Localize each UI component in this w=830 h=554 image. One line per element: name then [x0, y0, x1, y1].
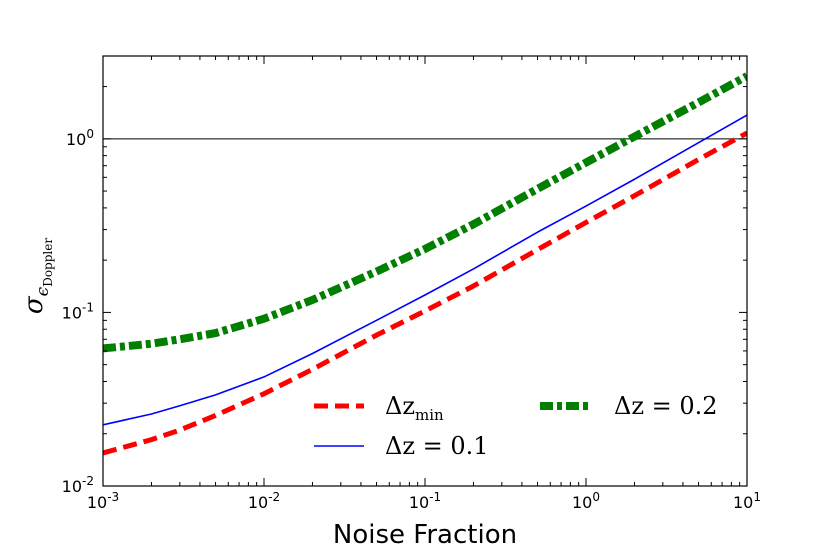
y-tick-label: 10-2 — [62, 474, 94, 496]
legend-label-main: Δz = 0.1 — [385, 432, 489, 460]
x-tick-base: 10 — [572, 493, 592, 512]
y-tick-label: 10-1 — [62, 300, 94, 322]
series-line-2 — [103, 72, 747, 353]
x-tick-base: 10 — [409, 493, 429, 512]
x-tick-base: 10 — [248, 493, 268, 512]
legend-label-main: Δz = 0.2 — [614, 392, 718, 420]
x-tick-label: 101 — [733, 490, 761, 512]
legend-label-sub: min — [415, 406, 444, 424]
legend-label-0: Δzmin — [385, 392, 444, 424]
y-tick-label: 100 — [66, 127, 94, 149]
y-axis-title: σϵDoppler — [19, 238, 55, 314]
legend-label-1: Δz = 0.1 — [385, 432, 489, 460]
plot-layer — [103, 72, 747, 456]
x-tick-exp: -2 — [268, 490, 280, 504]
x-tick-exp: 1 — [753, 490, 761, 504]
y-tick-exp: 0 — [86, 127, 94, 141]
legend-label-2: Δz = 0.2 — [614, 392, 718, 420]
x-tick-label: 10-2 — [248, 490, 280, 512]
legend-label-main: Δz — [385, 392, 415, 420]
y-tick-base: 10 — [62, 303, 82, 322]
y-tick-exp: -2 — [82, 474, 94, 488]
y-axis-sub-text: Doppler — [41, 238, 55, 287]
x-tick-base: 10 — [87, 493, 107, 512]
y-tick-exp: -1 — [82, 300, 94, 314]
x-tick-exp: -3 — [107, 490, 119, 504]
y-axis-sub-symbol: ϵ — [33, 286, 53, 296]
y-tick-base: 10 — [66, 130, 86, 149]
x-tick-label: 100 — [572, 490, 600, 512]
x-tick-base: 10 — [733, 493, 753, 512]
x-tick-exp: 0 — [592, 490, 600, 504]
series-line-1 — [103, 114, 747, 426]
y-axis-symbol: σ — [19, 295, 49, 314]
series-line-0 — [103, 130, 747, 456]
legend: Δzmin Δz = 0.1 Δz = 0.2 — [314, 392, 718, 460]
x-tick-label: 10-3 — [87, 490, 119, 512]
x-tick-exp: -1 — [429, 490, 441, 504]
y-tick-base: 10 — [62, 477, 82, 496]
x-tick-label: 10-1 — [409, 490, 441, 512]
x-axis-title: Noise Fraction — [333, 520, 517, 550]
